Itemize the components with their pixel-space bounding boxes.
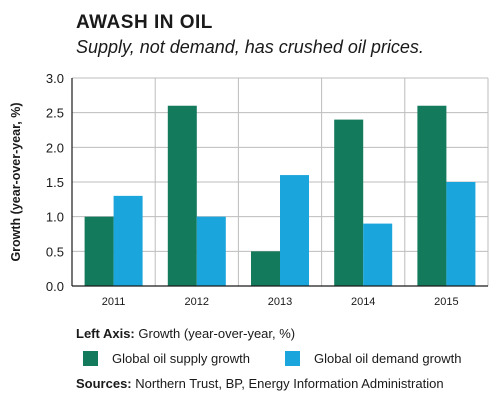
x-tick-label: 2015: [434, 296, 458, 308]
legend-item-supply: Global oil supply growth: [83, 351, 250, 366]
y-tick-label: 3.0: [46, 71, 64, 86]
bar-supply: [84, 216, 114, 286]
y-tick-label: 2.5: [46, 106, 64, 121]
bars: [84, 105, 476, 286]
y-tick-label: 2.0: [46, 140, 64, 155]
bar-supply: [251, 251, 280, 286]
bar-demand: [446, 182, 476, 286]
axes: 0.0 0.5 1.0 1.5 2.0 2.5 3.0 2011 2012 2013 2014 201…: [46, 71, 488, 308]
bar-supply: [417, 105, 447, 286]
legend-label-demand: Global oil demand growth: [314, 351, 462, 366]
sources-text: Northern Trust, BP, Energy Information A…: [135, 376, 444, 391]
sources-note: Sources: Northern Trust, BP, Energy Info…: [76, 376, 444, 391]
bar-demand: [113, 195, 143, 286]
x-tick-label: 2014: [351, 296, 375, 308]
legend-item-demand: Global oil demand growth: [285, 351, 461, 366]
bar-demand: [363, 223, 393, 286]
y-tick-label: 1.5: [46, 175, 64, 190]
sources-label: Sources:: [76, 376, 132, 391]
bar-supply: [167, 105, 197, 286]
legend-swatch-supply: [83, 351, 98, 366]
left-axis-note-label: Left Axis:: [76, 326, 135, 341]
y-tick-label: 0.5: [46, 244, 64, 259]
left-axis-note-text: Growth (year-over-year, %): [138, 326, 296, 341]
chart-subtitle: Supply, not demand, has crushed oil pric…: [76, 37, 424, 57]
y-tick-label: 1.0: [46, 210, 64, 225]
y-tick-label: 0.0: [46, 279, 64, 294]
legend-swatch-demand: [285, 351, 300, 366]
bar-chart: 0.0 0.5 1.0 1.5 2.0 2.5 3.0 2011 2012 2013 2014 201…: [9, 71, 489, 308]
chart-title: AWASH IN OIL: [76, 12, 213, 33]
bar-demand: [196, 216, 226, 286]
legend-label-supply: Global oil supply growth: [112, 351, 251, 366]
x-tick-label: 2013: [268, 296, 292, 308]
x-tick-label: 2011: [102, 296, 126, 308]
bar-demand: [280, 175, 309, 286]
left-axis-note: Left Axis: Growth (year-over-year, %): [76, 326, 295, 341]
y-axis-label: Growth (year-over-year, %): [9, 102, 23, 261]
bar-supply: [334, 119, 364, 286]
x-tick-label: 2012: [185, 296, 209, 308]
